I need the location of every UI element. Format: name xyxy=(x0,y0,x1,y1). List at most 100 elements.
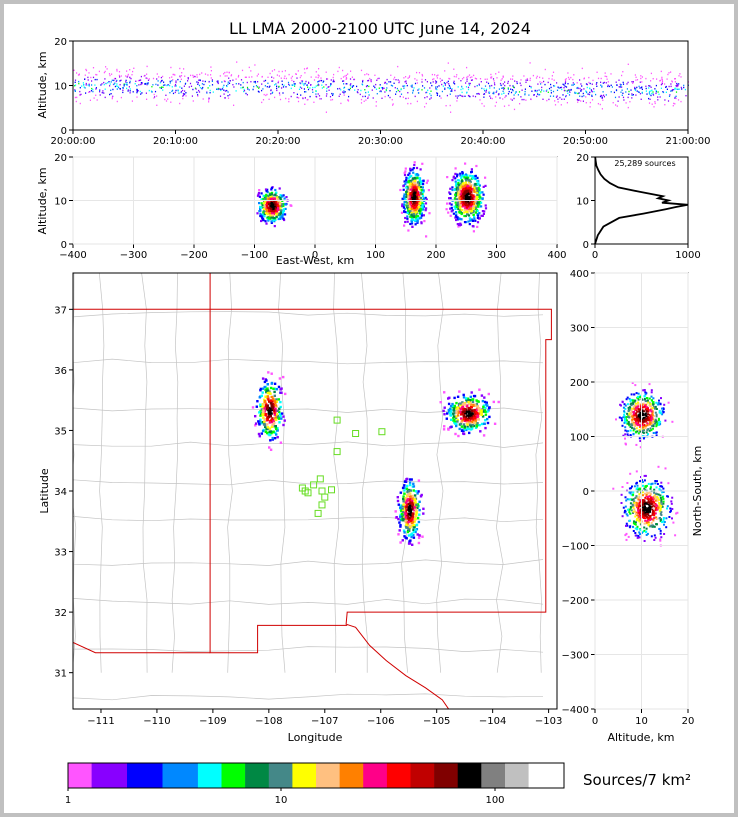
map-source-cell xyxy=(271,438,274,441)
ew-source-cell xyxy=(463,191,466,194)
time-altitude-source-cell xyxy=(271,70,273,72)
ew-source-cell xyxy=(469,219,472,222)
ew-source-cell xyxy=(474,184,477,187)
ew-source-cell xyxy=(412,167,415,170)
time-altitude-source-cell xyxy=(674,78,676,80)
map-source-cell xyxy=(469,407,472,411)
ew-source-cell xyxy=(446,176,449,179)
ew-source-cell xyxy=(266,210,269,213)
ew-source-cell xyxy=(410,205,413,208)
map-source-cell xyxy=(422,507,425,510)
time-altitude-source-cell xyxy=(174,91,176,94)
map-source-cell xyxy=(467,408,470,411)
map-source-cell xyxy=(482,410,486,413)
time-altitude-source-cell xyxy=(640,98,642,100)
ns-source-cell xyxy=(656,483,659,485)
time-altitude-source-cell xyxy=(258,86,260,88)
time-altitude-source-cell xyxy=(498,88,500,90)
map-source-cell xyxy=(271,436,274,440)
ew-source-cell xyxy=(272,197,275,200)
time-altitude-source-cell xyxy=(614,96,617,99)
ew-source-cell xyxy=(417,190,420,193)
time-altitude-source-cell xyxy=(156,73,158,75)
ew-source-cell xyxy=(467,214,471,217)
time-altitude-source-cell xyxy=(636,79,639,81)
time-altitude-source-cell xyxy=(208,97,210,99)
ns-source-cell xyxy=(648,509,651,512)
map-ytick-label: 35 xyxy=(54,426,67,437)
ns-source-cell xyxy=(652,432,655,434)
time-altitude-source-cell xyxy=(81,85,83,87)
map-source-cell xyxy=(280,391,283,394)
time-altitude-source-cell xyxy=(591,90,593,92)
time-altitude-source-cell xyxy=(417,89,419,91)
map-source-cell xyxy=(410,519,413,522)
county-boundary xyxy=(73,441,544,448)
ns-source-cell xyxy=(629,502,632,505)
time-altitude-source-cell xyxy=(504,96,506,99)
time-altitude-source-cell xyxy=(173,73,175,76)
time-altitude-source-cell xyxy=(276,85,278,87)
ew-source-cell xyxy=(474,204,477,207)
time-altitude-source-cell xyxy=(631,93,633,95)
time-altitude-source-cell xyxy=(325,111,327,113)
map-source-cell xyxy=(406,517,410,520)
map-source-cell xyxy=(400,513,404,516)
ew-source-cell xyxy=(473,216,476,219)
time-altitude-source-cell xyxy=(411,86,413,88)
time-altitude-source-cell xyxy=(648,97,650,100)
ns-ytick-label: 400 xyxy=(570,269,589,280)
ns-source-cell xyxy=(658,504,661,507)
map-source-cell xyxy=(254,415,257,418)
time-altitude-source-cell xyxy=(466,76,468,79)
ew-source-cell xyxy=(403,171,406,174)
ns-source-cell xyxy=(644,400,647,403)
time-altitude-source-cell xyxy=(320,98,322,100)
map-source-cell xyxy=(412,489,415,492)
ew-source-cell xyxy=(267,219,270,222)
ns-source-cell xyxy=(637,405,640,408)
map-source-cell xyxy=(414,517,417,521)
ns-source-cell xyxy=(642,426,645,429)
ns-source-cell xyxy=(654,482,657,485)
map-source-cell xyxy=(273,387,277,390)
time-altitude-source-cell xyxy=(561,98,563,100)
ew-source-cell xyxy=(450,206,453,209)
ns-source-cell xyxy=(657,493,660,496)
ns-source-cell xyxy=(644,507,647,509)
time-altitude-source-cell xyxy=(223,93,225,95)
time-altitude-source-cell xyxy=(665,85,667,88)
time-altitude-source-cell xyxy=(582,100,584,102)
map-xtick-label: −105 xyxy=(423,716,450,727)
time-altitude-source-cell xyxy=(350,70,352,72)
time-altitude-source-cell xyxy=(101,83,103,85)
time-altitude-source-cell xyxy=(197,81,199,84)
time-altitude-source-cell xyxy=(421,78,423,81)
time-altitude-source-cell xyxy=(110,81,112,83)
ew-source-cell xyxy=(256,194,260,197)
time-altitude-source-cell xyxy=(601,96,603,99)
ew-source-cell xyxy=(402,195,406,198)
time-altitude-source-cell xyxy=(187,80,189,82)
map-source-cell xyxy=(271,399,274,403)
time-altitude-source-cell xyxy=(386,83,388,85)
ew-source-cell xyxy=(462,197,465,200)
time-altitude-source-cell xyxy=(232,84,234,86)
map-source-cell xyxy=(264,430,268,433)
ns-source-cell xyxy=(642,494,644,497)
ns-source-cell xyxy=(634,527,637,530)
time-altitude-source-cell xyxy=(184,90,186,92)
map-source-cell xyxy=(274,409,277,413)
time-altitude-source-cell xyxy=(340,102,342,105)
ew-source-cell xyxy=(450,210,453,213)
map-source-cell xyxy=(451,406,454,409)
ew-source-cell xyxy=(272,207,275,210)
county-boundary xyxy=(333,273,339,673)
ns-source-cell xyxy=(635,427,638,430)
map-source-cell xyxy=(396,499,400,503)
time-altitude-source-cell xyxy=(513,94,515,96)
time-altitude-source-cell xyxy=(635,94,637,96)
time-altitude-source-cell xyxy=(105,82,107,85)
time-altitude-source-cell xyxy=(110,89,112,91)
map-source-cell xyxy=(405,506,408,509)
